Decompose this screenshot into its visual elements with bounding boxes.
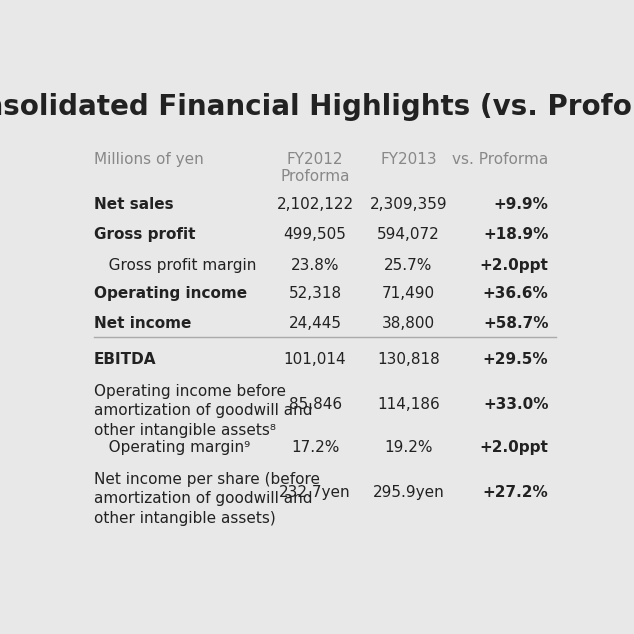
Text: +36.6%: +36.6%	[482, 285, 548, 301]
Text: +33.0%: +33.0%	[483, 398, 548, 412]
Text: 38,800: 38,800	[382, 316, 435, 331]
Text: 114,186: 114,186	[377, 398, 440, 412]
Text: +58.7%: +58.7%	[483, 316, 548, 331]
Text: 101,014: 101,014	[284, 352, 346, 367]
Text: 71,490: 71,490	[382, 285, 435, 301]
Text: Operating margin⁹: Operating margin⁹	[94, 440, 250, 455]
Text: vs. Proforma: vs. Proforma	[452, 152, 548, 167]
Text: 2,309,359: 2,309,359	[370, 197, 447, 212]
Text: FY2013: FY2013	[380, 152, 437, 167]
Text: Millions of yen: Millions of yen	[94, 152, 204, 167]
Text: +2.0ppt: +2.0ppt	[479, 440, 548, 455]
Text: 2,102,122: 2,102,122	[276, 197, 354, 212]
Text: +27.2%: +27.2%	[482, 485, 548, 500]
Text: FY2012
Proforma: FY2012 Proforma	[280, 152, 350, 184]
Text: Net sales: Net sales	[94, 197, 174, 212]
Text: 499,505: 499,505	[283, 228, 347, 242]
Text: 130,818: 130,818	[377, 352, 440, 367]
Text: 19.2%: 19.2%	[384, 440, 432, 455]
Text: +29.5%: +29.5%	[483, 352, 548, 367]
Text: Net income per share (before
amortization of goodwill and
other intangible asset: Net income per share (before amortizatio…	[94, 472, 320, 526]
Text: +9.9%: +9.9%	[494, 197, 548, 212]
Text: Gross profit: Gross profit	[94, 228, 195, 242]
Text: Consolidated Financial Highlights (vs. Proforma): Consolidated Financial Highlights (vs. P…	[0, 93, 634, 121]
Text: 232.7yen: 232.7yen	[280, 485, 351, 500]
Text: Operating income: Operating income	[94, 285, 247, 301]
Text: 295.9yen: 295.9yen	[373, 485, 444, 500]
Text: EBITDA: EBITDA	[94, 352, 157, 367]
Text: +2.0ppt: +2.0ppt	[479, 257, 548, 273]
Text: 17.2%: 17.2%	[291, 440, 339, 455]
Text: 25.7%: 25.7%	[384, 257, 432, 273]
Text: 594,072: 594,072	[377, 228, 440, 242]
Text: Gross profit margin: Gross profit margin	[94, 257, 256, 273]
Text: 23.8%: 23.8%	[291, 257, 339, 273]
Text: 85,846: 85,846	[288, 398, 342, 412]
Text: Operating income before
amortization of goodwill and
other intangible assets⁸: Operating income before amortization of …	[94, 384, 313, 438]
Text: +18.9%: +18.9%	[483, 228, 548, 242]
Text: 24,445: 24,445	[288, 316, 342, 331]
Text: Net income: Net income	[94, 316, 191, 331]
Text: 52,318: 52,318	[288, 285, 342, 301]
